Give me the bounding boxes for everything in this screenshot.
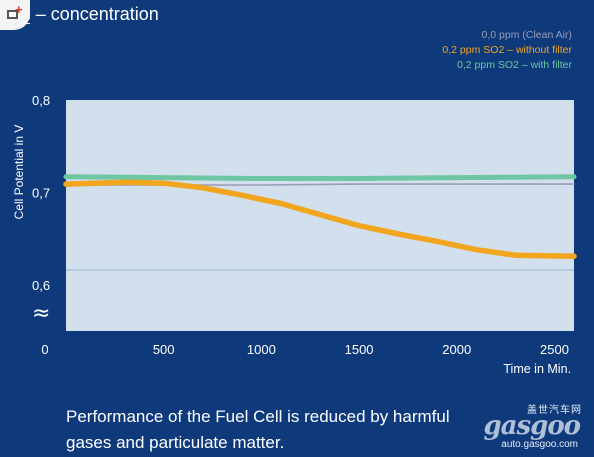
watermark-logo-text: gasgoo bbox=[483, 411, 581, 441]
watermark-cn: 盖世汽车网 bbox=[527, 405, 582, 416]
y-tick-label: 0,7 bbox=[32, 185, 50, 200]
y-axis-break-symbol: ≈ bbox=[32, 301, 50, 326]
y-tick-label: 0,8 bbox=[32, 93, 50, 108]
x-tick-label: 0 bbox=[41, 342, 48, 357]
x-tick-label: 1000 bbox=[247, 342, 276, 357]
y-tick-label: 0,6 bbox=[32, 278, 50, 293]
caption: Performance of the Fuel Cell is reduced … bbox=[66, 404, 450, 456]
title-subscript: 2 bbox=[24, 13, 31, 27]
legend-entry-clean-air: 0,0 ppm (Clean Air) bbox=[481, 29, 572, 41]
x-tick-label: 2500 bbox=[540, 342, 569, 357]
chart-title: 2 – concentration bbox=[24, 4, 159, 27]
x-axis-label: Time in Min. bbox=[503, 362, 571, 376]
watermark-logo: 盖世汽车网 gasgoo auto.gasgoo.com bbox=[470, 399, 588, 453]
legend: 0,0 ppm (Clean Air) 0,2 ppm SO2 – withou… bbox=[442, 28, 572, 73]
caption-line-1: Performance of the Fuel Cell is reduced … bbox=[66, 407, 450, 426]
series-line-1 bbox=[63, 179, 577, 259]
x-tick-label: 500 bbox=[153, 342, 175, 357]
legend-entry-without-filter: 0,2 ppm SO2 – without filter bbox=[442, 44, 572, 56]
x-tick-label: 2000 bbox=[442, 342, 471, 357]
watermark-url: auto.gasgoo.com bbox=[501, 439, 578, 450]
x-ticks: 0 500 1000 1500 2000 2500 bbox=[41, 342, 569, 357]
title-suffix: – concentration bbox=[35, 4, 159, 24]
caption-line-2: gases and particulate matter. bbox=[66, 433, 285, 452]
add-window-icon[interactable]: + bbox=[0, 0, 30, 30]
legend-entry-with-filter: 0,2 ppm SO2 – with filter bbox=[457, 59, 572, 71]
y-ticks: 0,8 0,7 0,6 bbox=[32, 93, 50, 293]
series-layer bbox=[63, 174, 577, 259]
x-tick-label: 1500 bbox=[345, 342, 374, 357]
series-line-2 bbox=[63, 174, 577, 181]
